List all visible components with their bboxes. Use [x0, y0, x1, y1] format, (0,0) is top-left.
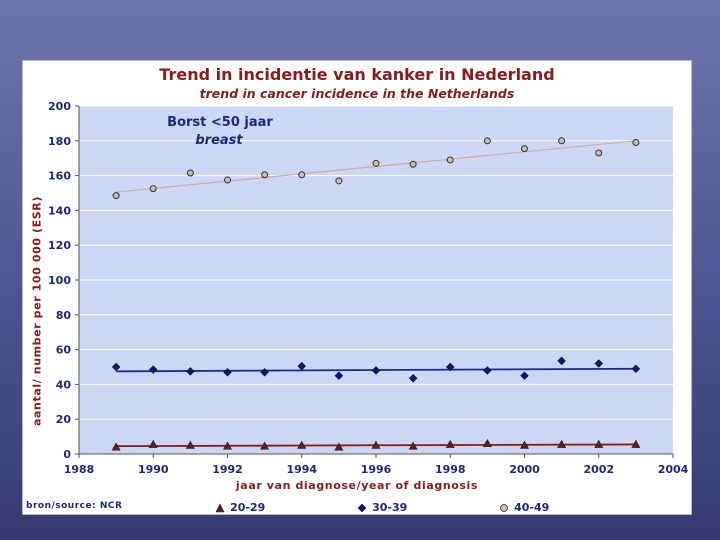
data-point-20-29: [594, 439, 604, 448]
data-point-40-49: [186, 169, 194, 177]
data-point-40-49: [483, 137, 491, 145]
data-point-20-29: [297, 440, 307, 449]
y-tick-label: 60: [56, 344, 72, 357]
legend: 20-29 30-39 40-49: [23, 497, 691, 516]
x-tick-label: 1994: [286, 463, 317, 476]
chart-plot: 0 20 40 60 80 100 120 140 160 180 200 1988 1990 1992 1…: [48, 100, 689, 476]
data-point-30-39: [111, 362, 121, 372]
legend-item-20-29: 20-29: [215, 497, 265, 516]
data-point-20-29: [334, 442, 344, 451]
y-tick-label: 160: [48, 170, 71, 183]
data-point-30-39: [371, 366, 381, 375]
legend-label: 20-29: [230, 501, 266, 514]
data-point-30-39: [483, 366, 492, 375]
chart-subtitle: trend in cancer incidence in the Netherl…: [199, 86, 515, 101]
data-point-40-49: [409, 160, 417, 168]
legend-item-40-49: 40-49: [499, 497, 549, 516]
y-tick-label: 0: [63, 448, 71, 461]
data-point-40-49: [595, 149, 603, 157]
x-tick-label: 1990: [138, 463, 169, 476]
data-point-30-39: [186, 367, 195, 376]
source-label: bron/source: NCR: [26, 501, 123, 511]
data-point-40-49: [298, 171, 306, 179]
data-point-20-29: [631, 439, 641, 448]
triangle-marker-icon: [215, 502, 225, 512]
y-tick-label: 100: [48, 274, 71, 287]
data-point-30-39: [631, 364, 641, 373]
data-point-30-39: [260, 367, 269, 377]
circle-marker-icon: [500, 503, 508, 512]
data-point-40-49: [372, 159, 380, 167]
x-tick-label: 2000: [509, 463, 540, 476]
y-tick-label: 200: [48, 100, 71, 113]
y-tick-label: 140: [48, 204, 71, 217]
data-point-30-39: [149, 365, 158, 374]
data-point-30-39: [408, 374, 418, 383]
data-point-20-29: [185, 440, 195, 449]
data-point-20-29: [371, 440, 381, 449]
data-point-20-29: [445, 439, 455, 448]
legend-item-30-39: 30-39: [357, 497, 407, 516]
x-tick-label: 1996: [361, 463, 392, 476]
data-point-30-39: [520, 371, 529, 380]
data-point-20-29: [482, 438, 492, 448]
data-point-40-49: [521, 145, 528, 153]
x-tick-label: 2004: [658, 463, 689, 476]
data-point-30-39: [297, 361, 306, 371]
data-point-40-49: [335, 177, 343, 185]
data-point-40-49: [446, 156, 454, 164]
data-point-20-29: [222, 441, 233, 450]
data-point-30-39: [223, 367, 232, 377]
data-point-20-29: [111, 442, 121, 451]
data-point-20-29: [260, 441, 270, 450]
x-tick-label: 2002: [583, 463, 614, 476]
data-point-40-49: [224, 176, 231, 184]
legend-label: 30-39: [372, 501, 408, 514]
data-point-30-39: [594, 359, 603, 368]
y-tick-label: 20: [56, 413, 72, 426]
data-point-30-39: [334, 371, 344, 380]
data-point-20-29: [557, 439, 567, 448]
chart-panel: Trend in incidentie van kanker in Nederl…: [22, 60, 692, 515]
data-point-30-39: [446, 362, 455, 372]
y-axis-label: aantal/ number per 100 000 (ESR): [30, 195, 44, 427]
data-point-40-49: [261, 171, 269, 179]
data-point-30-39: [557, 356, 566, 366]
data-point-20-29: [519, 440, 530, 449]
diamond-marker-icon: [357, 503, 367, 512]
data-point-40-49: [558, 137, 566, 145]
legend-label: 40-49: [514, 501, 550, 514]
y-tick-label: 80: [56, 309, 72, 322]
y-tick-label: 40: [56, 378, 72, 391]
y-tick-label: 180: [48, 135, 71, 148]
chart-title: Trend in incidentie van kanker in Nederl…: [159, 65, 555, 84]
x-axis-label: jaar van diagnose/year of diagnosis: [235, 479, 479, 492]
annotation-line1: Borst <50 jaar: [167, 115, 273, 130]
data-point-40-49: [632, 139, 640, 147]
data-point-40-49: [112, 192, 120, 200]
x-tick-label: 1992: [212, 463, 243, 476]
data-point-40-49: [149, 185, 157, 193]
x-tick-label: 1988: [64, 463, 95, 476]
y-tick-label: 120: [48, 239, 71, 252]
x-tick-label: 1998: [435, 463, 466, 476]
data-point-20-29: [148, 439, 158, 448]
annotation-line2: breast: [195, 133, 243, 148]
data-point-20-29: [408, 441, 418, 450]
